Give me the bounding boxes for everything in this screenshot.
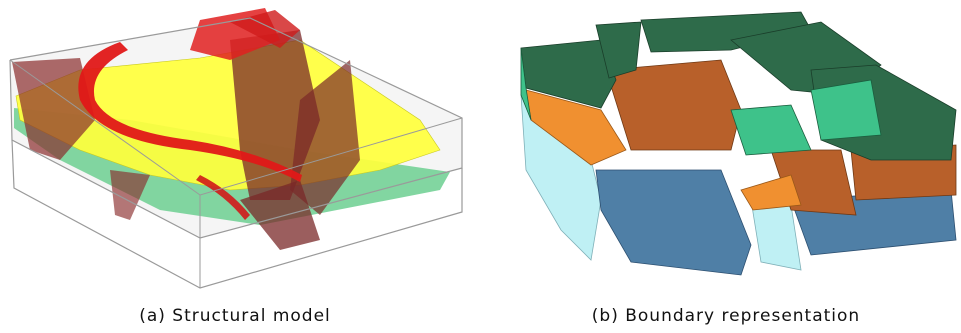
light-green-edge-left [520,47,532,121]
structural-model-image [9,8,463,289]
orange-layer-front [740,174,802,211]
fault-surface-top-right [230,10,300,48]
caption-b: (b) Boundary representation [591,306,861,326]
fault-surface-left [12,58,95,160]
bounding-box-front-edge [9,59,201,196]
bounding-box-diagonal-edge [199,117,463,196]
light-green-block-center [730,104,812,156]
fault-surface-sliver [196,175,250,220]
fault-surface-small [110,170,150,220]
brown-layer-center [605,59,742,151]
figure-boundary-representation: (b) Boundary representation [491,0,961,333]
caption-a: (a) Structural model [139,306,331,326]
fault-surface-curved [78,42,302,182]
fault-surface-front [240,180,320,250]
steel-blue-block-front [595,169,752,276]
dark-green-block-back-left [595,21,642,79]
figure-structural-model: (a) Structural model [0,0,470,333]
light-green-block-right [810,79,882,141]
boundary-representation-image [520,11,957,276]
fault-surface-right [290,60,360,215]
